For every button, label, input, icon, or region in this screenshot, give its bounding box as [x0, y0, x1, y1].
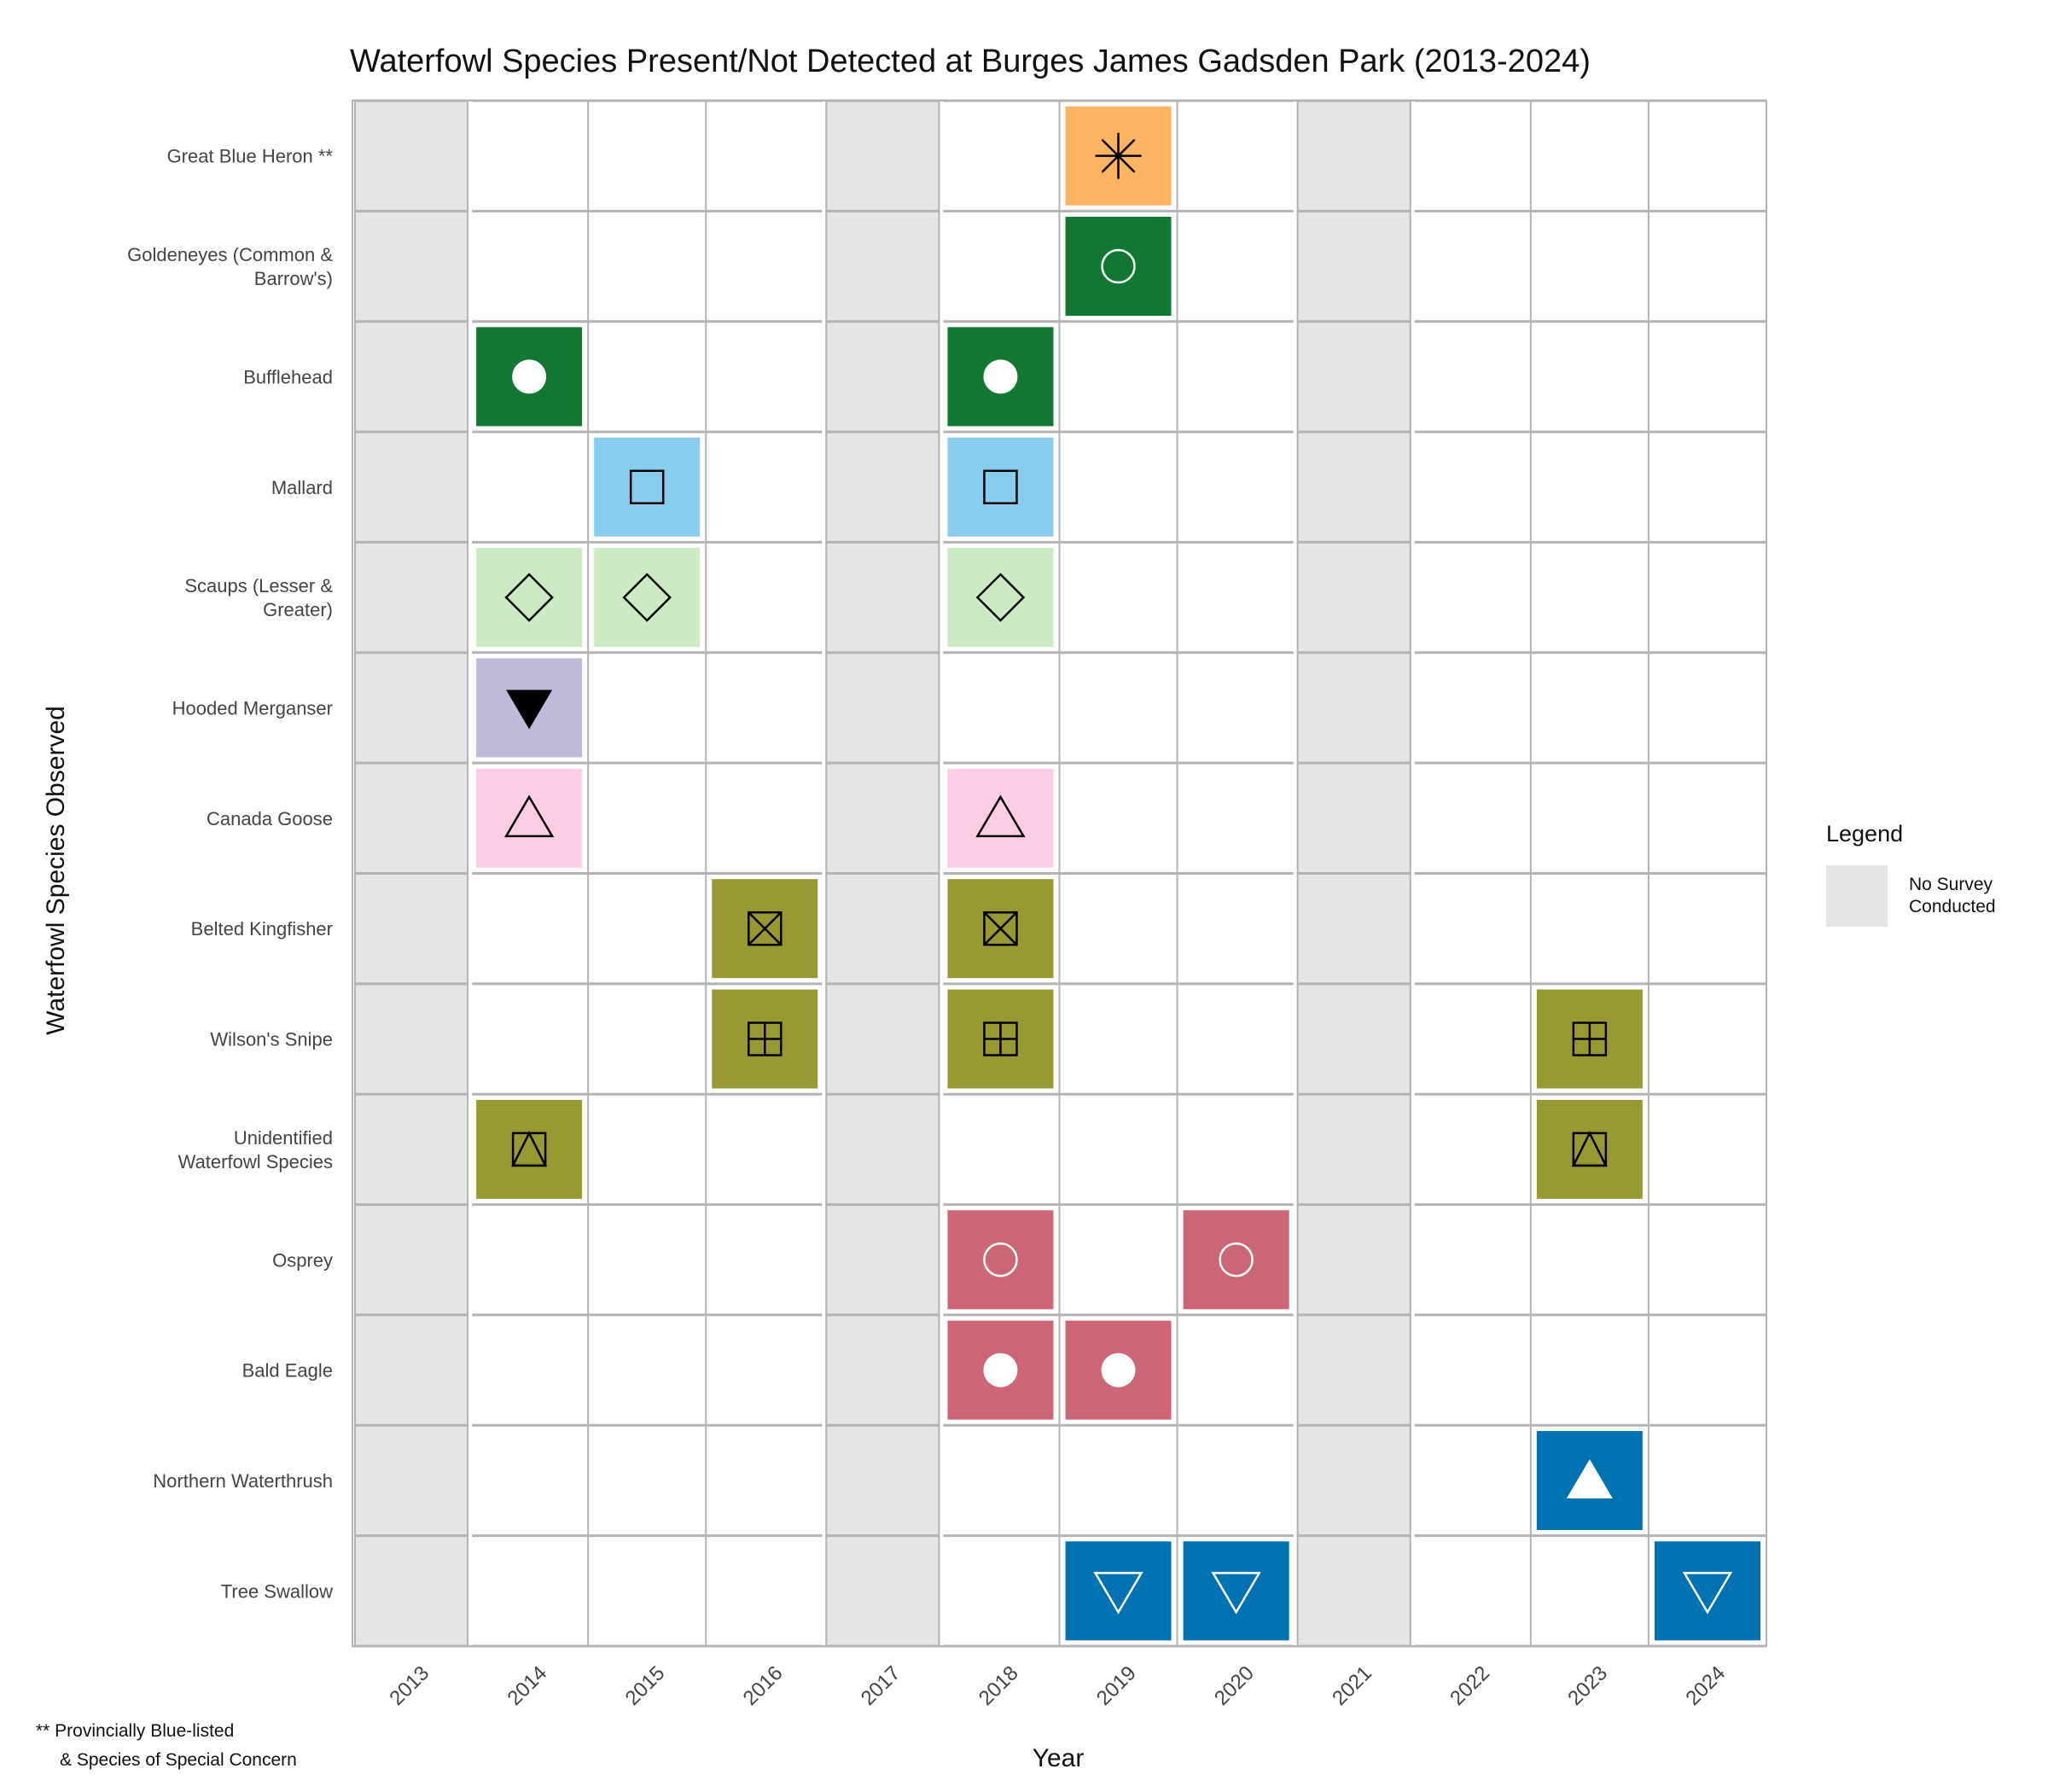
tile-9-2023	[1536, 1099, 1643, 1199]
marker-square-cross-2018	[983, 911, 1018, 946]
marker-triangle-down-filled-2014	[506, 689, 553, 730]
legend-label: Conducted	[1909, 897, 1996, 916]
y-tick-label: Northern Waterthrush	[153, 1470, 333, 1492]
tile-13-2024	[1654, 1541, 1760, 1641]
tile-1-2019	[1065, 217, 1172, 317]
tile-3-2018	[947, 437, 1054, 537]
x-tick-label: 2017	[857, 1661, 905, 1710]
y-tick-label: Osprey	[272, 1249, 333, 1271]
footnote: ** Provincially Blue-listed & Species of …	[36, 1721, 297, 1770]
y-tick-label: Waterfowl Species	[178, 1151, 333, 1172]
marker-circle-open-2018	[983, 1242, 1018, 1277]
marker-square-cross-2016	[748, 911, 783, 946]
marker-square-plus-2018	[983, 1021, 1018, 1056]
y-tick-label: Bald Eagle	[242, 1360, 333, 1382]
x-tick-label: 2023	[1563, 1661, 1612, 1710]
legend: Legend No Survey Conducted	[1826, 821, 1996, 927]
marker-diamond-open-2015	[622, 573, 672, 622]
y-axis-title: Waterfowl Species Observed	[42, 706, 70, 1035]
marker-triangle-up-open-2018	[975, 794, 1026, 838]
tile-4-2015	[594, 548, 701, 648]
x-tick-label: 2019	[1092, 1661, 1141, 1710]
grid-lines	[351, 99, 1767, 1648]
tile-13-2020	[1183, 1541, 1289, 1641]
legend-title: Legend	[1826, 821, 1903, 847]
tile-13-2019	[1065, 1541, 1172, 1641]
y-tick-label: Greater)	[263, 599, 333, 620]
x-tick-label: 2016	[739, 1661, 788, 1710]
marker-diamond-open-2014	[504, 573, 554, 622]
marker-square-triangle-2014	[511, 1131, 548, 1167]
chart-title: Waterfowl Species Present/Not Detected a…	[350, 44, 1591, 79]
marker-circle-filled-2019	[1101, 1353, 1136, 1388]
x-tick-label: 2014	[503, 1661, 552, 1710]
marker-square-plus-2016	[748, 1021, 783, 1056]
x-tick-label: 2018	[975, 1661, 1023, 1710]
tile-6-2014	[476, 768, 583, 868]
marker-diamond-open-2018	[975, 573, 1026, 622]
marker-triangle-down-open-2024	[1682, 1572, 1733, 1615]
marker-triangle-up-open-2014	[503, 794, 555, 838]
marker-square-triangle-2023	[1571, 1131, 1608, 1167]
presence-tiles	[476, 106, 1760, 1641]
plot-border	[352, 100, 1767, 1647]
x-tick-label: 2013	[385, 1661, 433, 1710]
marker-asterisk-2019	[1095, 132, 1142, 179]
marker-square-open-2015	[629, 469, 665, 504]
species-markers	[503, 132, 1733, 1615]
y-tick-label: Tree Swallow	[221, 1580, 333, 1602]
marker-triangle-up-filled-2023	[1566, 1458, 1613, 1498]
marker-triangle-down-open-2019	[1093, 1572, 1143, 1615]
y-tick-label: Great Blue Heron **	[167, 146, 334, 167]
legend-swatch	[1826, 865, 1888, 927]
y-tick-label: Wilson's Snipe	[210, 1029, 333, 1050]
tile-6-2018	[947, 768, 1054, 868]
y-tick-label: Unidentified	[234, 1127, 333, 1149]
marker-square-open-2018	[983, 469, 1018, 504]
marker-circle-filled-2014	[512, 359, 547, 394]
tile-9-2014	[476, 1099, 583, 1199]
y-tick-label: Hooded Merganser	[172, 697, 333, 719]
x-tick-label: 2022	[1446, 1661, 1494, 1710]
marker-circle-open-2020	[1219, 1242, 1254, 1277]
marker-square-plus-2023	[1572, 1021, 1608, 1056]
marker-circle-filled-2018	[983, 1353, 1018, 1388]
tile-10-2020	[1183, 1210, 1289, 1310]
marker-triangle-down-open-2020	[1211, 1572, 1261, 1615]
y-tick-labels: Great Blue Heron ** Goldeneyes (Common & B…	[127, 146, 333, 1603]
x-tick-label: 2024	[1681, 1661, 1730, 1710]
footnote-line: & Species of Special Concern	[60, 1750, 297, 1770]
x-tick-label: 2015	[621, 1661, 670, 1710]
x-axis-title: Year	[1033, 1744, 1085, 1772]
tile-4-2018	[947, 548, 1054, 648]
y-tick-label: Mallard	[271, 477, 333, 498]
x-tick-label: 2020	[1210, 1661, 1259, 1710]
y-tick-label: Scaups (Lesser &	[184, 575, 333, 596]
y-tick-label: Canada Goose	[207, 808, 333, 829]
y-tick-label: Barrow's)	[254, 268, 333, 289]
marker-circle-open-2019	[1101, 248, 1136, 284]
x-tick-labels: 2013 2014 2015 2016 2017 2018 2019 2020 2021 2022…	[385, 1661, 1730, 1710]
tile-10-2018	[947, 1210, 1054, 1310]
tile-4-2014	[476, 548, 583, 648]
x-tick-label: 2021	[1328, 1661, 1376, 1710]
legend-label: No Survey	[1909, 875, 1993, 894]
y-tick-label: Goldeneyes (Common &	[127, 244, 333, 265]
tile-3-2015	[594, 437, 701, 537]
marker-circle-filled-2018	[983, 359, 1018, 394]
y-tick-label: Bufflehead	[243, 366, 333, 387]
footnote-line: ** Provincially Blue-listed	[36, 1721, 234, 1741]
y-tick-label: Belted Kingfisher	[191, 918, 333, 940]
